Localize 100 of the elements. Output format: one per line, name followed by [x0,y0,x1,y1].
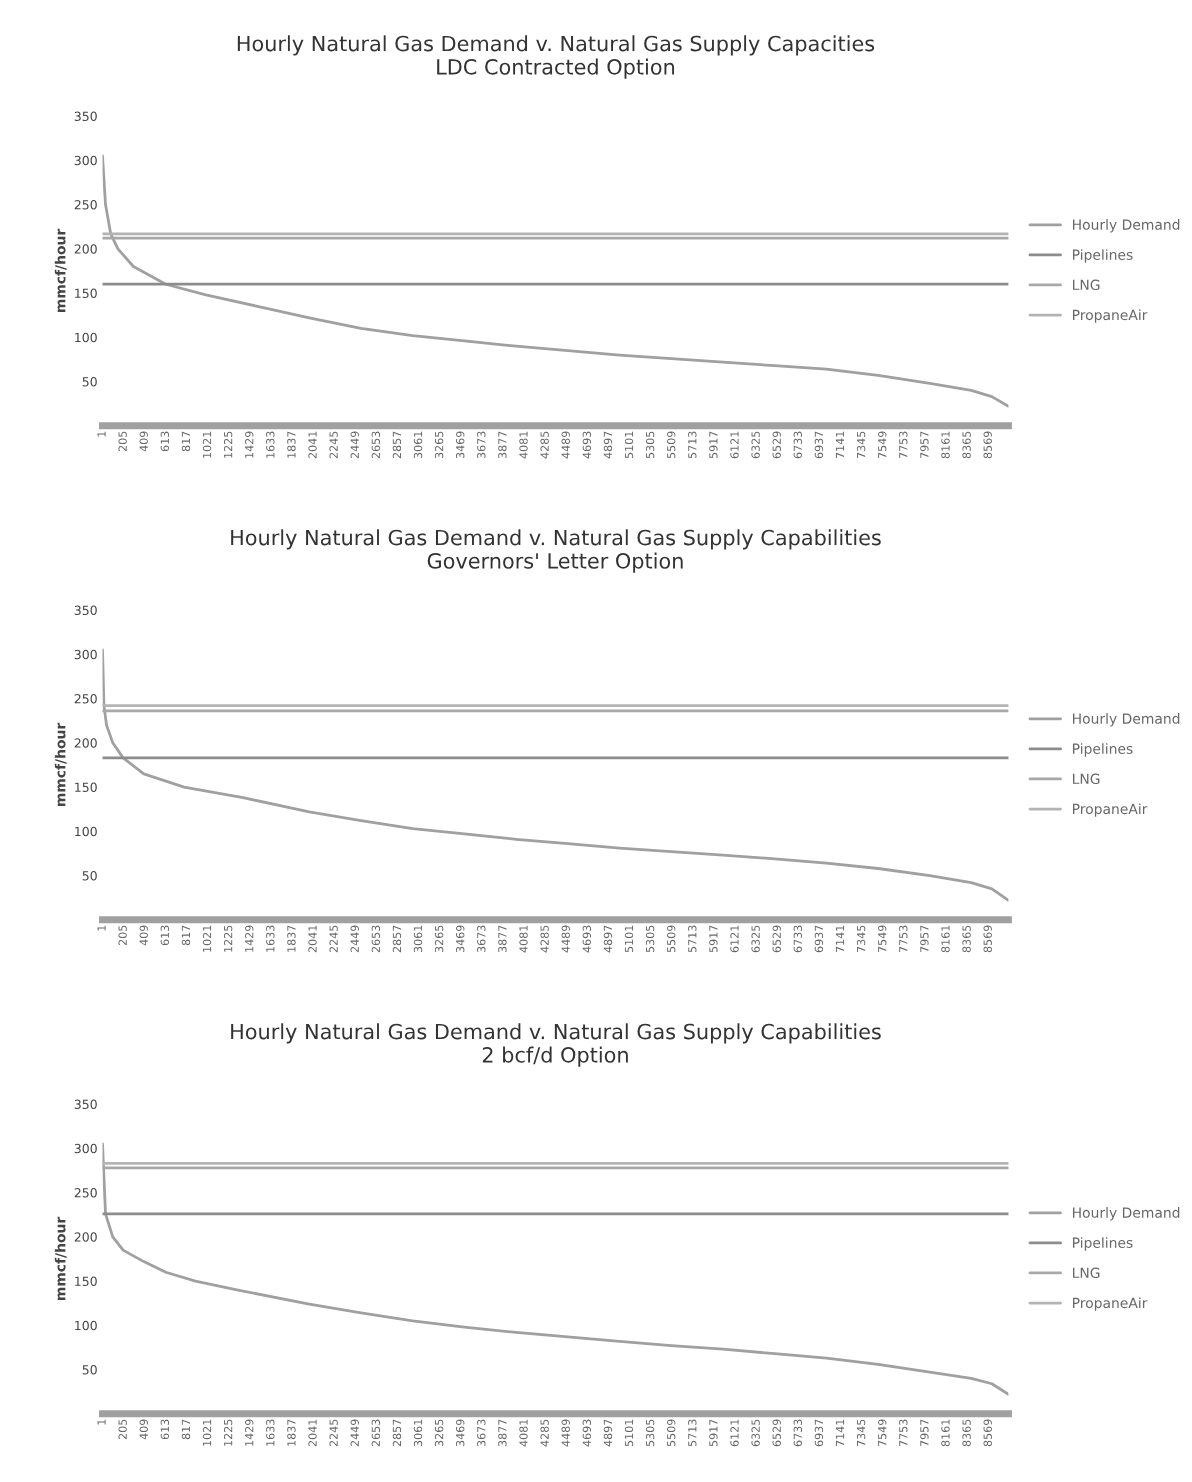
x-tick-label: 4489 [561,431,570,459]
x-tick-label: 4489 [561,925,570,953]
x-tick-label: 7345 [856,925,866,953]
x-tick-label: 7345 [856,1419,866,1447]
x-tick-label: 1837 [287,925,296,952]
x-tick-label: 6325 [751,1419,760,1447]
x-tick-label: 6325 [751,431,760,459]
x-tick-label: 4285 [540,431,549,459]
y-tick-label: 200 [74,244,97,254]
y-tick-label: 150 [75,782,97,793]
x-tick-label: 6937 [814,431,824,459]
x-tick-label: 1429 [245,431,254,458]
y-tick-label: 100 [75,1320,97,1331]
y-tick-label: 250 [74,200,97,210]
x-tick-label: 5509 [667,1419,676,1447]
x-tick-label: 8161 [941,1419,950,1447]
x-tick-label: 7141 [835,431,845,459]
y-tick-label: 250 [74,1188,97,1198]
x-tick-label: 8365 [962,431,971,459]
x-tick-label: 5101 [624,925,634,953]
x-tick-label: 205 [118,1419,127,1440]
x-tick-label: 4693 [582,925,592,953]
x-tick-label: 2449 [350,925,359,953]
x-tick-label: 6733 [793,1419,803,1447]
legend-label: LNG [1073,773,1100,785]
x-tick-label: 5713 [688,431,697,459]
x-tick-label: 1 [97,925,106,931]
x-tick-label: 4081 [519,1419,528,1447]
chart-title: Hourly Natural Gas Demand v. Natural Gas Supply Capacities LDC Contracted Option [237,35,875,79]
x-tick-label: 1 [97,1419,106,1425]
legend-label: Pipelines [1073,249,1133,263]
x-tick-label: 4285 [540,1419,549,1447]
x-tick-label: 5509 [667,925,676,953]
x-tick-label: 205 [118,925,127,946]
x-tick-label: 3673 [477,431,486,459]
x-tick-label: 4897 [603,925,613,953]
x-tick-label: 2857 [392,1419,402,1447]
x-tick-label: 8365 [962,1419,971,1447]
y-axis-title: mmcf/hour [54,1216,67,1301]
x-tick-label: 409 [139,431,148,452]
legend-label: Pipelines [1073,743,1133,757]
x-tick-label: 2653 [371,925,381,953]
y-tick-label: 150 [75,1276,97,1287]
x-tick-label: 2245 [329,1419,338,1447]
legend-label: Hourly Demand [1073,713,1180,727]
x-tick-label: 7549 [878,1419,887,1447]
x-tick-label: 2041 [308,925,317,953]
x-tick-label: 5917 [709,1419,718,1447]
x-tick-label: 817 [181,1419,191,1440]
x-tick-label: 8161 [941,925,950,953]
x-tick-label: 1021 [202,1419,212,1446]
x-tick-label: 7753 [899,1419,908,1447]
x-tick-label: 7957 [920,1419,929,1447]
x-tick-label: 6529 [772,431,781,459]
y-axis-title: mmcf/hour [54,228,67,313]
x-tick-label: 6121 [730,1419,739,1447]
x-tick-label: 817 [181,431,191,452]
x-tick-label: 2449 [350,1419,359,1447]
x-tick-label: 1 [97,431,106,437]
x-tick-label: 4081 [519,431,528,459]
x-tick-label: 1021 [202,925,212,952]
x-tick-label: 5917 [709,925,718,953]
x-tick-label: 3061 [413,431,423,459]
x-tick-label: 2041 [308,431,317,459]
x-tick-label: 4693 [582,431,592,459]
x-tick-label: 4897 [603,1419,613,1447]
x-tick-label: 2857 [392,431,402,459]
legend-label: PropaneAir [1073,1297,1148,1311]
y-tick-label: 350 [74,111,97,122]
x-tick-label: 3877 [498,1419,507,1447]
x-tick-label: 5305 [645,1419,655,1447]
x-tick-label: 8161 [941,431,950,459]
x-tick-label: 3265 [434,925,444,953]
x-tick-label: 6937 [814,925,824,953]
x-tick-label: 5713 [688,1419,697,1447]
x-tick-label: 3061 [413,1419,423,1447]
x-tick-label: 7345 [856,431,866,459]
x-tick-label: 4897 [603,431,613,459]
x-tick-label: 8569 [983,431,992,459]
x-tick-label: 3265 [434,431,444,459]
x-tick-label: 7549 [878,431,887,459]
x-tick-label: 3469 [456,925,465,953]
x-tick-label: 5713 [688,925,697,953]
x-tick-label: 2245 [329,925,338,953]
x-tick-label: 3673 [477,1419,486,1447]
x-tick-label: 5305 [645,431,655,459]
chart-title: Hourly Natural Gas Demand v. Natural Gas Supply Capabilities Governors' Letter Option [231,529,881,573]
x-tick-label: 3061 [413,925,423,953]
x-tick-label: 3469 [456,1419,465,1447]
x-tick-label: 409 [139,925,148,946]
y-tick-label: 200 [74,738,97,748]
y-tick-label: 350 [74,1099,97,1110]
x-tick-label: 5101 [624,1419,634,1447]
x-tick-label: 7957 [920,925,929,953]
y-tick-label: 50 [82,1365,97,1375]
x-tick-label: 1021 [202,431,212,458]
x-tick-label: 613 [160,925,170,946]
x-tick-label: 5305 [645,925,655,953]
x-tick-label: 6121 [730,431,739,459]
x-tick-label: 5101 [624,431,634,459]
